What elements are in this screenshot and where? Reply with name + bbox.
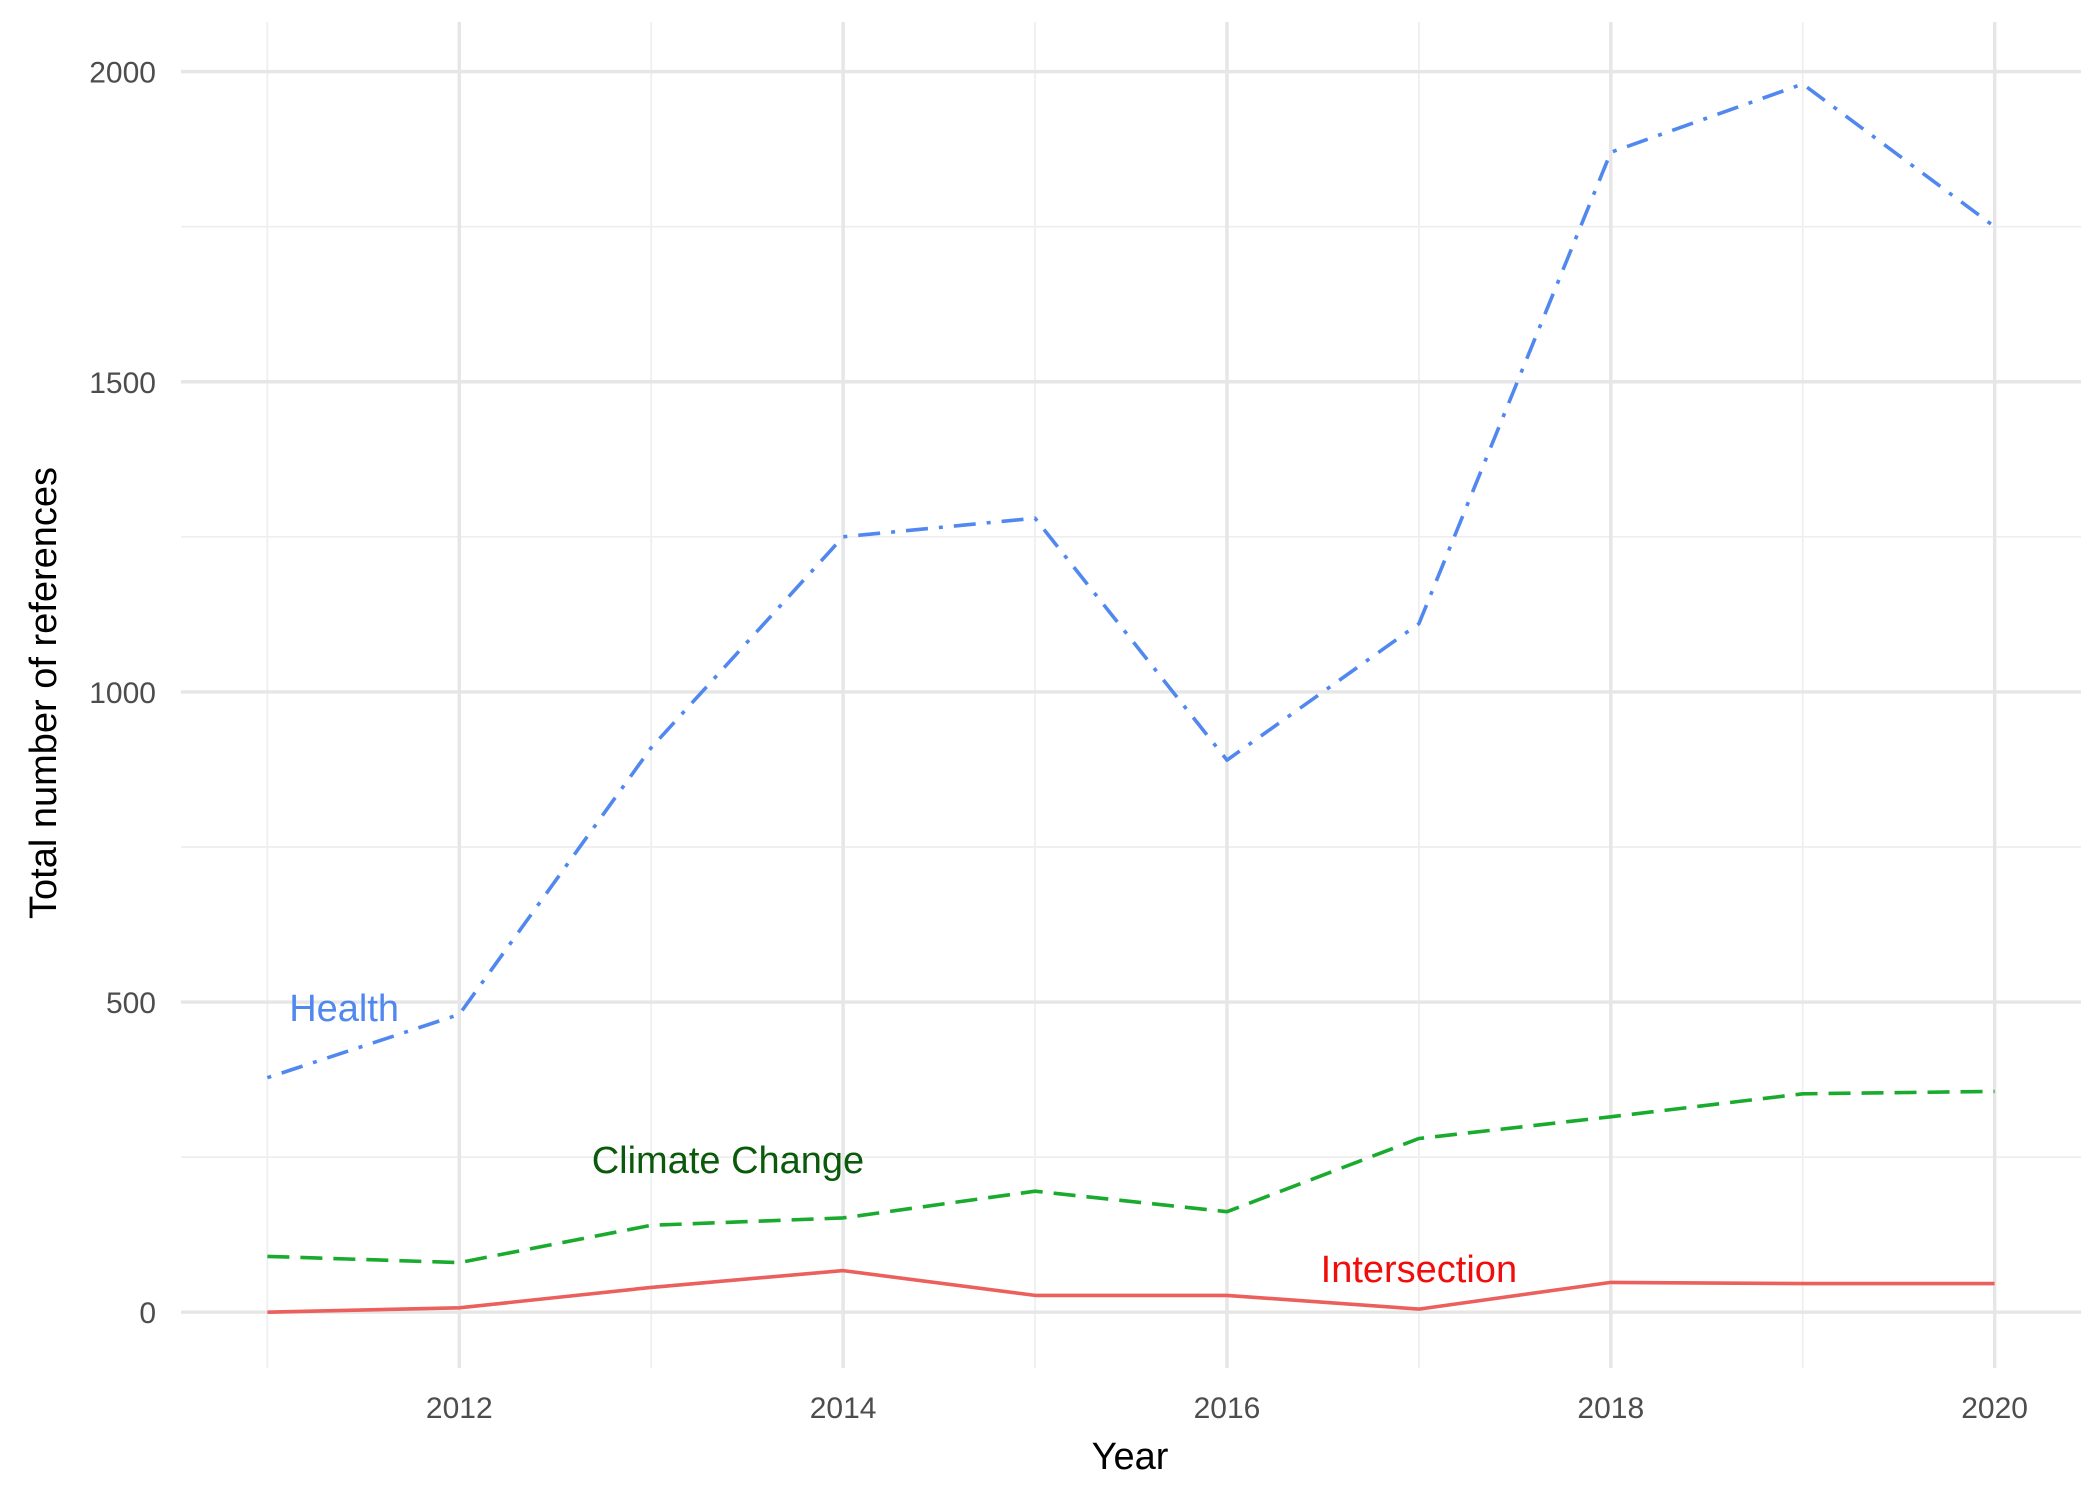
x-tick-label: 2016 [1194, 1392, 1261, 1425]
x-axis-title: Year [1092, 1436, 1169, 1478]
y-axis-title: Total number of references [23, 467, 65, 919]
y-tick-label: 1500 [89, 367, 156, 400]
series-lines [266, 82, 1996, 1314]
series-label-health: Health [289, 988, 399, 1030]
x-tick-label: 2020 [1961, 1392, 2028, 1425]
x-tick-label: 2018 [1577, 1392, 1644, 1425]
series-label-climate-change: Climate Change [592, 1140, 864, 1182]
y-tick-label: 2000 [89, 57, 156, 90]
series-labels: Health Climate Change Intersection [289, 988, 1517, 1291]
tick-labels: 2012 2014 2016 2018 2020 0 500 1000 1500 2000 [89, 57, 2028, 1425]
x-tick-label: 2014 [810, 1392, 877, 1425]
series-line-health [266, 82, 1996, 1080]
y-tick-label: 1000 [89, 677, 156, 710]
series-line-climate-change [267, 1089, 1995, 1265]
series-label-intersection: Intersection [1321, 1249, 1517, 1291]
y-tick-label: 500 [106, 987, 156, 1020]
major-grid [181, 22, 2081, 1368]
series-line-intersection [267, 1268, 1995, 1314]
minor-grid [181, 22, 2081, 1368]
x-tick-label: 2012 [426, 1392, 493, 1425]
y-tick-label: 0 [139, 1297, 156, 1330]
